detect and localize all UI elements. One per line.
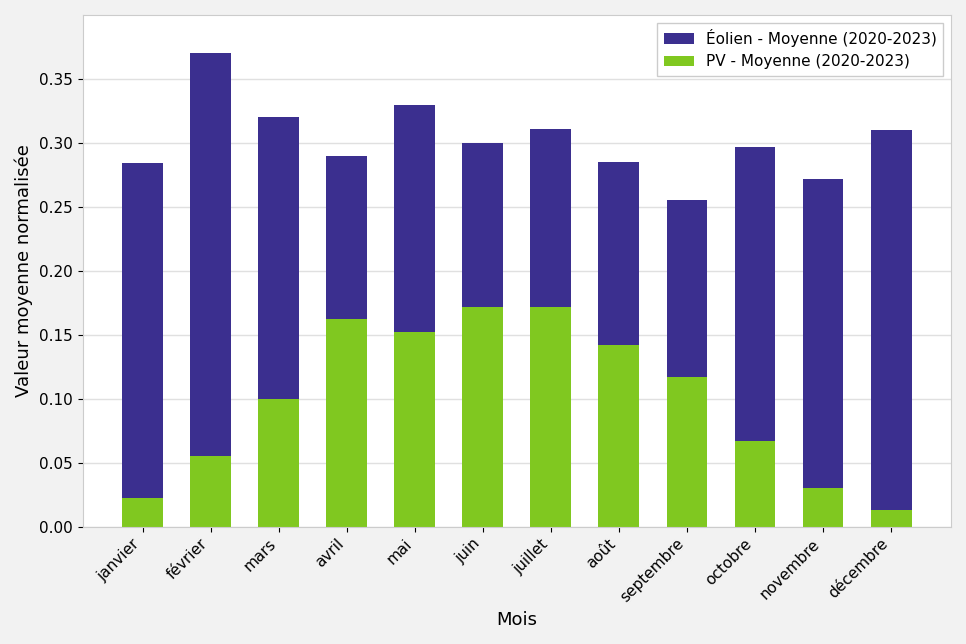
Y-axis label: Valeur moyenne normalisée: Valeur moyenne normalisée (15, 144, 34, 397)
Bar (530, 307, 571, 527)
Legend: Éolien - Moyenne (2020-2023), PV - Moyenne (2020-2023): Éolien - Moyenne (2020-2023), PV - Moyen… (658, 23, 944, 75)
Bar (803, 178, 843, 488)
Bar (734, 441, 776, 527)
Bar (190, 53, 231, 456)
Bar (803, 488, 843, 527)
Bar (190, 456, 231, 527)
Bar (394, 332, 435, 527)
Bar (599, 345, 639, 527)
Bar (463, 307, 503, 527)
Bar (463, 143, 503, 307)
Bar (870, 130, 912, 510)
Bar (327, 319, 367, 527)
Bar (122, 164, 163, 498)
X-axis label: Mois: Mois (497, 611, 537, 629)
Bar (667, 377, 707, 527)
Bar (258, 399, 299, 527)
Bar (394, 104, 435, 332)
Bar (870, 510, 912, 527)
Bar (734, 147, 776, 441)
Bar (327, 156, 367, 319)
Bar (599, 162, 639, 345)
Bar (258, 117, 299, 399)
Bar (122, 498, 163, 527)
Bar (667, 200, 707, 377)
Bar (530, 129, 571, 307)
